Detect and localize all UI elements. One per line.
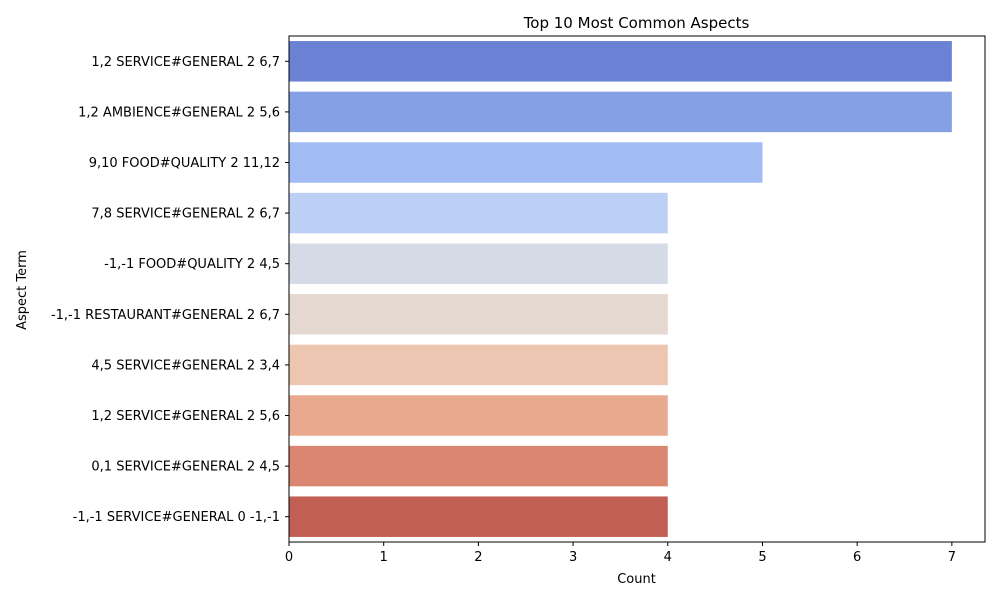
y-axis-ticks: 1,2 SERVICE#GENERAL 2 6,7 1,2 AMBIENCE#GE… xyxy=(51,55,289,525)
y-tick-label: 1,2 AMBIENCE#GENERAL 2 5,6 xyxy=(78,105,280,120)
bar xyxy=(289,344,668,386)
y-axis-label: Aspect Term xyxy=(15,250,30,330)
y-tick-label: 4,5 SERVICE#GENERAL 2 3,4 xyxy=(91,358,280,373)
x-tick-label: 6 xyxy=(853,550,861,565)
bar xyxy=(289,192,668,234)
x-tick-label: 5 xyxy=(758,550,766,565)
bars-group xyxy=(289,41,952,537)
y-tick-label: -1,-1 SERVICE#GENERAL 0 -1,-1 xyxy=(73,510,280,525)
x-tick-label: 3 xyxy=(569,550,577,565)
y-tick-label: 7,8 SERVICE#GENERAL 2 6,7 xyxy=(91,207,280,222)
chart-title: Top 10 Most Common Aspects xyxy=(523,14,750,32)
x-axis-label: Count xyxy=(617,572,656,587)
y-tick-label: 0,1 SERVICE#GENERAL 2 4,5 xyxy=(91,460,280,475)
bar xyxy=(289,41,952,82)
y-tick-label: 1,2 SERVICE#GENERAL 2 6,7 xyxy=(91,55,280,70)
plot-frame xyxy=(288,35,986,543)
y-tick-label: -1,-1 FOOD#QUALITY 2 4,5 xyxy=(104,257,280,272)
bar xyxy=(289,395,668,436)
axes-frame xyxy=(288,35,986,543)
x-tick-label: 4 xyxy=(664,550,672,565)
bar xyxy=(289,496,668,537)
x-tick-label: 2 xyxy=(474,550,482,565)
bar xyxy=(289,91,952,133)
y-tick-label: -1,-1 RESTAURANT#GENERAL 2 6,7 xyxy=(51,308,280,323)
bar xyxy=(289,142,763,183)
x-tick-label: 1 xyxy=(380,550,388,565)
bar xyxy=(289,445,668,487)
bar xyxy=(289,294,668,335)
y-tick-label: 9,10 FOOD#QUALITY 2 11,12 xyxy=(89,156,280,171)
x-tick-label: 0 xyxy=(285,550,293,565)
bar xyxy=(289,243,668,284)
y-tick-label: 1,2 SERVICE#GENERAL 2 5,6 xyxy=(91,409,280,424)
x-tick-label: 7 xyxy=(948,550,956,565)
x-axis-ticks: 0 1 2 3 4 5 6 7 xyxy=(285,542,956,565)
